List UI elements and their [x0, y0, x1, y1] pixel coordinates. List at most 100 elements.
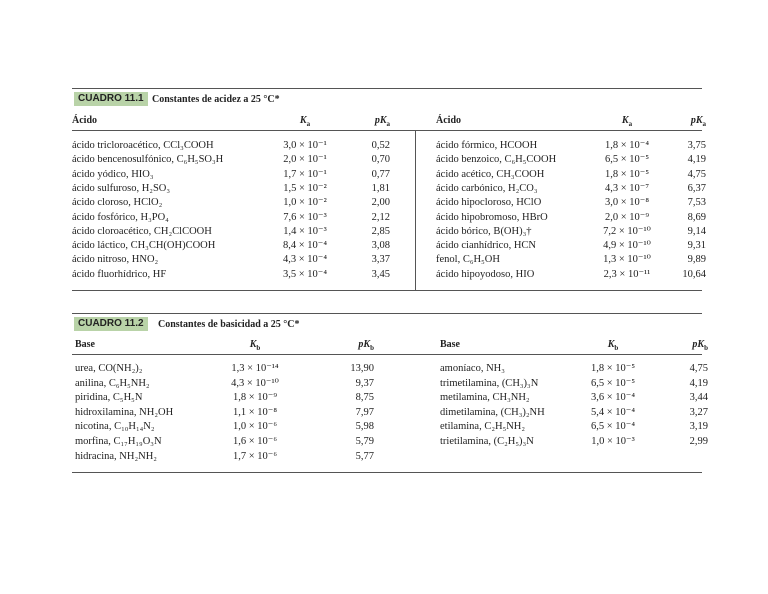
row-name: nicotina, C₁₀H₁₄N₂: [75, 421, 155, 433]
row-name: ácido hipocloroso, HClO: [436, 197, 542, 209]
row-name: dimetilamina, (CH₃)₂NH: [440, 406, 545, 418]
row-name: trietilamina, (C₂H₅)₃N: [440, 436, 534, 447]
header-name: Ácido: [72, 115, 97, 126]
row-pk: 0,52: [371, 140, 390, 151]
row-name: ácido láctico, CH₃CH(OH)COOH: [72, 240, 216, 252]
row-name: anilina, C₆H₅NH₂: [75, 377, 150, 389]
header-symbol: K: [607, 339, 615, 350]
row-pk: 7,97: [355, 406, 374, 418]
header-symbol: pK: [690, 115, 703, 126]
row-pk: 5,77: [355, 450, 374, 462]
header-symbol: K: [299, 115, 307, 126]
row-name: urea, CO(NH₂)₂: [75, 363, 143, 374]
header-subscript: b: [614, 344, 619, 352]
row-name: ácido cianhídrico, HCN: [436, 240, 537, 252]
row-k: 3,0 × 10⁻¹: [283, 140, 327, 151]
row-pk: 4,19: [689, 377, 708, 389]
row-name: ácido bencenosulfónico, C₆H₅SO₃H: [72, 154, 224, 166]
row-name: hidroxilamina, NH₂OH: [75, 406, 174, 418]
row-k: 5,4 × 10⁻⁴: [591, 406, 635, 418]
row-pk: 3,19: [689, 421, 708, 433]
row-name: ácido acético, CH₃COOH: [436, 168, 545, 180]
row-pk: 9,31: [687, 240, 706, 252]
row-pk: 3,44: [689, 392, 708, 404]
row-pk: 3,45: [371, 268, 390, 280]
row-name: etilamina, C₂H₅NH₂: [440, 421, 526, 433]
row-pk: 4,75: [687, 168, 706, 180]
bottom-rule: [72, 472, 702, 473]
row-name: ácido benzoico, C₆H₅COOH: [436, 154, 557, 166]
row-name: ácido sulfuroso, H₂SO₃: [72, 182, 171, 194]
table-label: CUADRO 11.2: [74, 317, 148, 331]
row-pk: 2,85: [371, 225, 390, 237]
header-k: Ka: [285, 114, 325, 131]
row-pk: 1,81: [371, 182, 390, 194]
row-k: 3,0 × 10⁻⁸: [605, 197, 649, 209]
row-name: metilamina, CH₃NH₂: [440, 392, 530, 404]
row-name: piridina, C₅H₅N: [75, 392, 143, 404]
row-k: 1,7 × 10⁻⁶: [233, 450, 277, 462]
row-pk: 8,75: [355, 392, 374, 404]
header-subscript: b: [370, 344, 374, 352]
row-name: ácido carbónico, H₂CO₃: [436, 182, 538, 194]
row-name: ácido nitroso, HNO₂: [72, 254, 159, 266]
row-name: ácido tricloroacético, CCl₃COOH: [72, 140, 214, 151]
row-name: ácido cloroso, HClO₂: [72, 197, 163, 209]
header-name: Ácido: [436, 115, 461, 126]
header-pk: pKa: [350, 114, 390, 131]
row-pk: 5,98: [355, 421, 374, 433]
row-pk: 9,89: [687, 254, 706, 266]
header-symbol: pK: [374, 115, 387, 126]
header-name: Base: [75, 339, 95, 350]
row-pk: 10,64: [682, 268, 706, 280]
row-pk: 4,19: [687, 154, 706, 166]
row-pk: 9,14: [687, 225, 706, 237]
row-k: 7,2 × 10⁻¹⁰: [603, 225, 651, 237]
row-k: 1,0 × 10⁻³: [591, 436, 635, 447]
header-k: Ka: [607, 114, 647, 131]
row-k: 1,8 × 10⁻⁴: [605, 140, 649, 151]
row-pk: 3,08: [371, 240, 390, 252]
header-pk: pKb: [668, 338, 708, 355]
row-pk: 3,37: [371, 254, 390, 266]
table-title: Constantes de acidez a 25 °C*: [152, 94, 280, 105]
row-name: amoníaco, NH₃: [440, 363, 505, 374]
row-k: 1,0 × 10⁻⁶: [233, 421, 277, 433]
column-divider: [415, 130, 416, 290]
header-subscript: a: [702, 120, 707, 128]
row-k: 1,0 × 10⁻²: [283, 197, 327, 209]
row-pk: 0,70: [371, 154, 390, 166]
row-name: trimetilamina, (CH₃)₃N: [440, 377, 539, 389]
row-name: morfina, C₁₇H₁₉O₃N: [75, 436, 162, 447]
row-pk: 4,75: [689, 363, 708, 374]
row-k: 1,5 × 10⁻²: [283, 182, 327, 194]
header-symbol: K: [621, 115, 629, 126]
row-pk: 2,99: [689, 436, 708, 447]
row-name: ácido cloroacético, CH₂ClCOOH: [72, 225, 212, 237]
row-pk: 13,90: [350, 363, 374, 374]
row-pk: 2,00: [371, 197, 390, 209]
header-k: Kb: [593, 338, 633, 355]
row-k: 4,3 × 10⁻⁷: [605, 182, 649, 194]
row-name: ácido hipobromoso, HBrO: [436, 211, 548, 223]
row-k: 1,3 × 10⁻¹⁰: [603, 254, 651, 266]
row-pk: 5,79: [355, 436, 374, 447]
row-k: 1,6 × 10⁻⁶: [233, 436, 277, 447]
header-symbol: K: [249, 339, 257, 350]
header-k: Kb: [235, 338, 275, 355]
row-name: ácido fluorhídrico, HF: [72, 268, 167, 280]
header-subscript: a: [628, 120, 633, 128]
row-k: 1,4 × 10⁻³: [283, 225, 327, 237]
row-k: 3,5 × 10⁻⁴: [283, 268, 327, 280]
row-pk: 9,37: [355, 377, 374, 389]
top-rule: [72, 313, 702, 314]
row-name: ácido bórico, B(OH)₃†: [436, 225, 532, 237]
row-pk: 3,27: [689, 406, 708, 418]
row-k: 1,3 × 10⁻¹⁴: [231, 363, 279, 374]
row-k: 2,0 × 10⁻⁹: [605, 211, 649, 223]
row-name: hidracina, NH₂NH₂: [75, 450, 157, 462]
header-pk: pKb: [334, 338, 374, 355]
table-label: CUADRO 11.1: [74, 92, 148, 106]
row-k: 4,3 × 10⁻¹⁰: [231, 377, 279, 389]
